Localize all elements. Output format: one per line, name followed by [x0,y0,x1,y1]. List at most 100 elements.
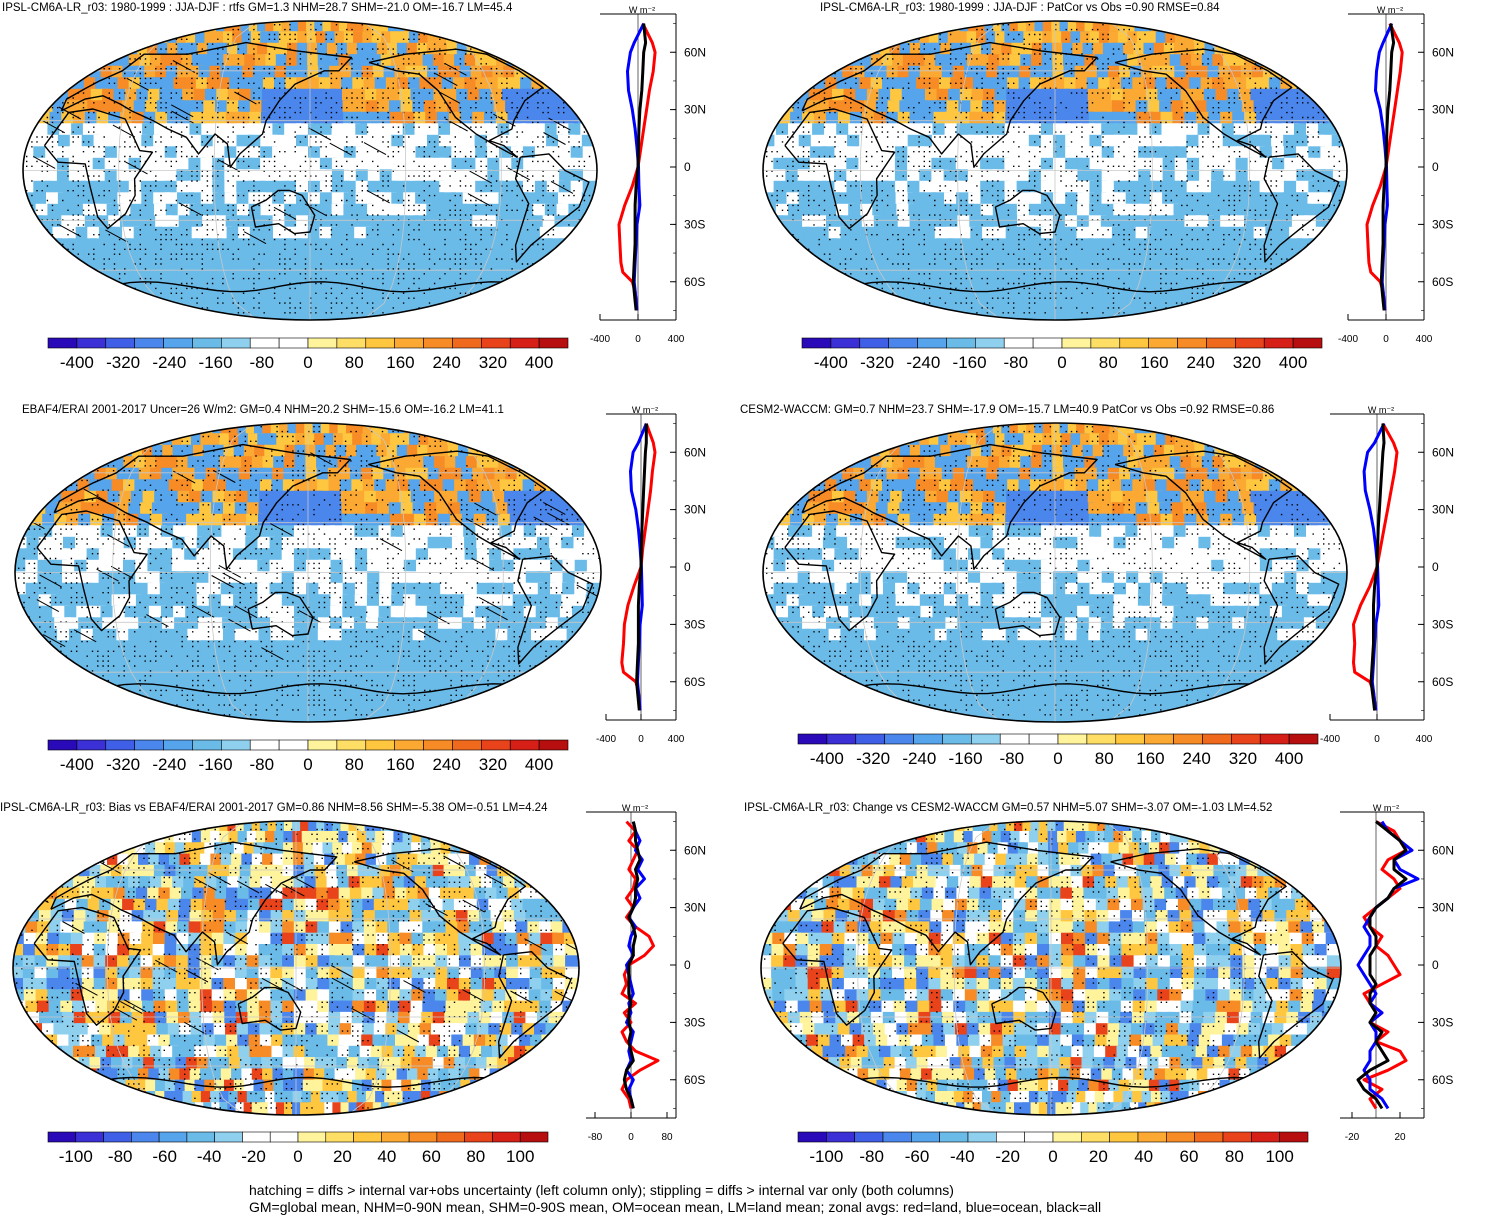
field-cell [1241,433,1258,446]
field-cell [1255,43,1272,56]
panel-top-right: IPSL-CM6A-LR_r03: 1980-1999 : JJA-DJF : … [748,0,1496,380]
field-cell [26,491,43,504]
panel-middle-left: EBAF4/ERAI 2001-2017 Uncer=26 W/m2: GM=0… [0,400,748,780]
field-cell [421,307,438,320]
colorbar-box [250,338,279,348]
field-cell [540,445,557,458]
field-cell [179,709,196,722]
colorbar-tick-label: -320 [106,353,140,372]
field-cell [454,20,471,33]
field-cell [818,284,835,297]
field-cell [926,307,943,320]
field-cell [1176,422,1193,435]
colorbar-box [221,740,250,750]
zonal-lat-label: 60S [684,275,705,289]
field-cell [121,31,138,44]
field-cell [61,468,78,481]
field-cell [863,433,880,446]
field-cell [1185,307,1202,320]
colorbar-tick-label: -240 [152,755,186,774]
colorbar-box [481,338,510,348]
field-cell [918,20,935,33]
colorbar-box [135,338,164,348]
field-cell [1226,422,1243,435]
field-cell [34,89,51,102]
field-cell [471,422,488,435]
field-cell [1285,66,1302,79]
field-cell [528,54,545,67]
field-cell [872,296,889,309]
field-cell [504,698,521,711]
field-cell [834,296,851,309]
field-cell [478,20,495,33]
colorbar-box [975,338,1004,348]
colorbar-tick-label: 240 [432,353,460,372]
field-cell [885,20,902,33]
field-cell [1222,31,1239,44]
field-cell [918,307,935,320]
colorbar-box [337,338,366,348]
field-cell [159,20,176,33]
map-field [20,18,600,323]
field-cell [421,422,438,435]
field-cell [530,456,547,469]
field-cell [1296,468,1313,481]
field-cell [1255,284,1272,297]
field-cell [511,296,528,309]
field-cell [1269,433,1286,446]
field-cell [43,479,60,492]
field-cell [80,675,97,688]
field-cell [901,307,918,320]
field-cell [102,31,119,44]
field-cell [1168,307,1185,320]
field-cell [549,273,566,286]
field-cell [818,43,835,56]
colorbar-tick-label: -400 [814,353,848,372]
field-cell [502,296,519,309]
panel-title: EBAF4/ERAI 2001-2017 Uncer=26 W/m2: GM=0… [22,404,600,416]
field-cell [1298,456,1315,469]
colorbar-box [164,740,193,750]
field-cell [1286,43,1303,56]
field-cell [120,709,137,722]
zonal-x-label: 0 [638,734,644,745]
field-cell [183,20,200,33]
field-cell [541,456,558,469]
field-cell [554,250,571,263]
field-cell [770,502,787,515]
colorbar-box [831,338,860,348]
field-cell [537,284,554,297]
colorbar-tick-label: 80 [345,755,364,774]
field-cell [112,296,129,309]
field-cell [151,20,168,33]
field-cell [101,686,118,699]
colorbar-tick-label: 160 [1140,353,1168,372]
zonal-series-ocean [628,24,644,311]
field-cell [112,422,129,435]
field-cell [1235,284,1252,297]
colorbar-box [1293,338,1322,348]
field-cell [446,422,463,435]
field-cell [796,273,813,286]
field-cell [549,54,566,67]
zonal-lat-label: 30S [684,617,705,631]
field-cell [527,43,544,56]
field-cell [1250,433,1267,446]
field-cell [536,66,553,79]
field-cell [59,675,76,688]
field-cell [798,261,815,274]
colorbar-tick-label: -400 [60,755,94,774]
field-cell [1231,433,1248,446]
field-cell [71,686,88,699]
colorbar-box [77,740,106,750]
field-cell [791,652,808,665]
colorbar-box [308,740,337,750]
field-cell [1243,307,1260,320]
field-cell [547,261,564,274]
field-cell [1287,54,1304,67]
field-cell [81,686,98,699]
field-cell [145,709,162,722]
field-cell [471,709,488,722]
field-cell [540,686,557,699]
field-cell [828,456,845,469]
